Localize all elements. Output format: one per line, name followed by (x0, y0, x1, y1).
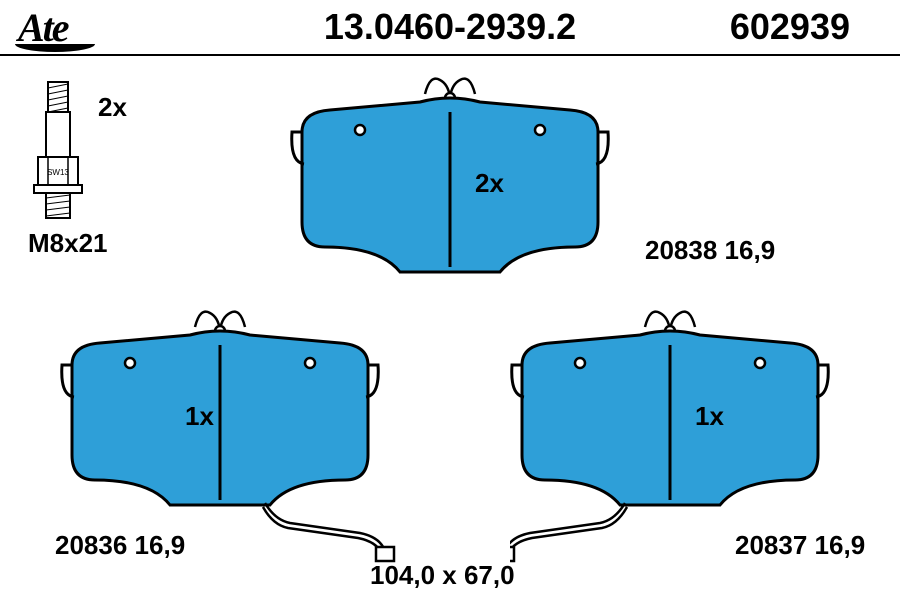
pad-left-code: 20836 16,9 (55, 530, 185, 561)
bolt-size-label: M8x21 (28, 228, 108, 259)
brake-pad-right: 1x (510, 305, 850, 565)
brand-underline (15, 44, 95, 52)
header-bar: Ate 13.0460-2939.2 602939 (0, 0, 900, 56)
pad-top-qty: 2x (475, 168, 504, 198)
pad-right-code: 20837 16,9 (735, 530, 865, 561)
pad-right-qty: 1x (695, 401, 724, 431)
bolt-drawing: SW13 (28, 80, 148, 250)
reference-number: 602939 (730, 6, 850, 48)
pad-left-qty: 1x (185, 401, 214, 431)
pad-top-code: 20838 16,9 (645, 235, 775, 266)
brake-pad-left: 1x (60, 305, 400, 565)
dimension-label: 104,0 x 67,0 (370, 560, 515, 591)
bolt-qty-label: 2x (98, 92, 127, 123)
bolt-icon: SW13 (28, 80, 88, 220)
brake-pad-top: 2x (290, 72, 610, 282)
brand-logo: Ate (0, 4, 68, 51)
brand-text: Ate (18, 5, 68, 50)
bolt-hex-label: SW13 (47, 168, 69, 177)
part-number: 13.0460-2939.2 (324, 6, 576, 48)
